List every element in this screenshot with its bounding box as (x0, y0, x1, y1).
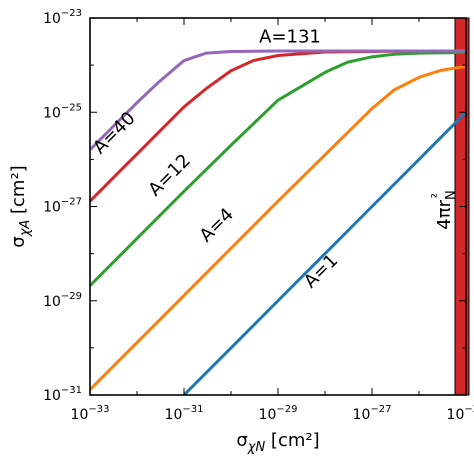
series-label-a-1: A=1 (300, 250, 342, 292)
y-axis-title: σχA [cm²] (8, 165, 33, 247)
geometric-cross-section-label: 4πrN² (430, 190, 459, 229)
ticks: 10−3310−3110−2910−2710−2510−3110−2910−27… (43, 8, 474, 423)
series-line-a-12 (90, 51, 466, 287)
plot-frame (89, 17, 467, 396)
axes (89, 17, 467, 396)
series-label-a-40: A=40 (89, 108, 139, 158)
series-line-a-131 (90, 49, 466, 151)
series-line-a-1 (182, 111, 466, 395)
series-line-a-4 (90, 64, 466, 391)
x-tick-label: 10−33 (71, 404, 110, 423)
y-tick-label: 10−25 (43, 102, 82, 121)
axis-titles: σχN [cm²] σχA [cm²] (8, 165, 320, 455)
x-tick-label: 10−29 (259, 404, 298, 423)
y-tick-label: 10−31 (43, 385, 82, 404)
x-axis-title: σχN [cm²] (236, 430, 319, 455)
series-layer (90, 49, 466, 395)
x-tick-label: 10−31 (165, 404, 204, 423)
series-label-a-4: A=4 (196, 204, 238, 246)
y-tick-label: 10−23 (43, 8, 82, 27)
series-line-a-40 (90, 49, 466, 203)
series-label-a-131: A=131 (259, 27, 321, 48)
series-label-a-12: A=12 (144, 150, 194, 200)
x-tick-label: 10−27 (353, 404, 392, 423)
y-tick-label: 10−27 (43, 197, 82, 216)
x-tick-label: 10−25 (447, 404, 474, 423)
y-tick-label: 10−29 (43, 291, 82, 310)
